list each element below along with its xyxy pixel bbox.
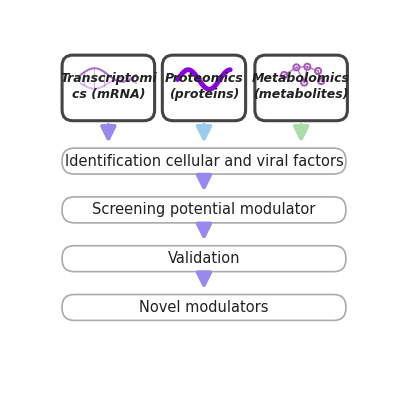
FancyBboxPatch shape bbox=[62, 246, 346, 272]
FancyBboxPatch shape bbox=[62, 197, 346, 223]
FancyBboxPatch shape bbox=[162, 55, 246, 121]
Text: Identification cellular and viral factors: Identification cellular and viral factor… bbox=[64, 154, 343, 169]
FancyBboxPatch shape bbox=[62, 148, 346, 174]
Text: Proteomics
(proteins): Proteomics (proteins) bbox=[165, 72, 243, 101]
Text: Screening potential modulator: Screening potential modulator bbox=[92, 202, 316, 217]
FancyBboxPatch shape bbox=[62, 55, 154, 121]
FancyBboxPatch shape bbox=[255, 55, 347, 121]
Text: Transcriptomi
cs (mRNA): Transcriptomi cs (mRNA) bbox=[60, 72, 157, 101]
Text: Validation: Validation bbox=[168, 251, 240, 266]
Text: Metabolomics
(metabolites): Metabolomics (metabolites) bbox=[252, 72, 350, 101]
FancyBboxPatch shape bbox=[62, 295, 346, 320]
Text: Novel modulators: Novel modulators bbox=[139, 300, 269, 315]
